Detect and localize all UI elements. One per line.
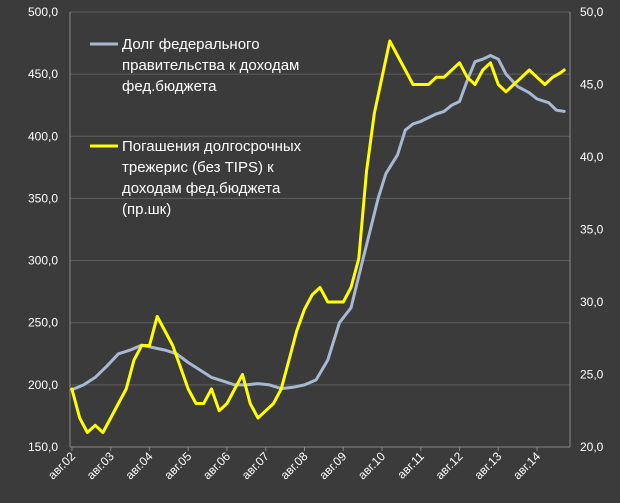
legend-label-1: Долг федерального [122, 36, 260, 53]
series-line-1 [70, 54, 566, 392]
right-axis-tick-label: 30,0 [580, 295, 604, 309]
left-axis-tick-label: 350,0 [28, 191, 58, 205]
right-axis-tick-label: 25,0 [580, 368, 604, 382]
left-axis-ticks: 150,0 200,0 250,0 300,0 350,0 400,0 450,0 500,0 [28, 5, 58, 454]
right-axis-tick-label: 50,0 [580, 5, 604, 19]
left-axis-tick-label: 400,0 [28, 129, 58, 143]
series-line-2 [70, 39, 566, 434]
right-axis-tick-label: 40,0 [580, 150, 604, 164]
legend-label-2: Погашения долгосрочных [122, 138, 302, 155]
legend-label-1: фед.бюджета [122, 78, 217, 95]
legend-label-2: (пр.шк) [122, 201, 171, 218]
right-axis-ticks: 20,0 25,0 30,0 35,0 40,0 45,0 50,0 [580, 5, 604, 454]
right-axis-tick-label: 20,0 [580, 440, 604, 454]
left-axis-tick-label: 500,0 [28, 5, 58, 19]
right-axis-tick-label: 35,0 [580, 223, 604, 237]
left-axis-tick-label: 450,0 [28, 67, 58, 81]
left-axis-tick-label: 250,0 [28, 316, 58, 330]
legend-label-2: трежерис (без TIPS) к [122, 159, 274, 176]
right-axis-tick-label: 45,0 [580, 78, 604, 92]
legend-label-2: доходам фед.бюджета [122, 180, 281, 197]
series-lines [70, 39, 566, 434]
legend: Долг федерального правительства к доходам… [90, 36, 302, 218]
left-axis-tick-label: 200,0 [28, 378, 58, 392]
gridlines [69, 11, 571, 448]
left-axis-tick-label: 300,0 [28, 254, 58, 268]
legend-label-1: правительства к доходам [122, 57, 299, 74]
left-axis-tick-label: 150,0 [28, 440, 58, 454]
